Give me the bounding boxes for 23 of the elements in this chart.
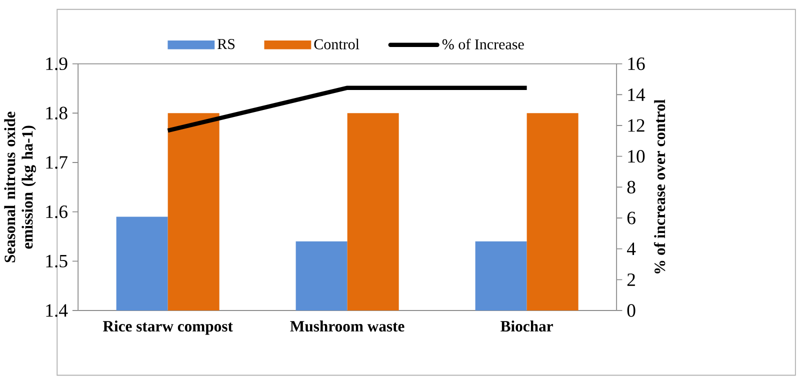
x-tick-label: Biochar <box>500 320 553 332</box>
x-tick-label: Mushroom waste <box>290 320 404 332</box>
y-tick-label: 1.6 <box>46 205 68 218</box>
y-tick-label: 1.9 <box>46 57 68 70</box>
y2-tick-label: 14 <box>628 88 646 101</box>
y-tick-label: 1.8 <box>46 106 68 120</box>
legend-label: RS <box>218 38 235 49</box>
y2-tick-label: 10 <box>628 150 645 162</box>
y-axis-title: Seasonal nitrous oxide emission (kg ha-1) <box>4 112 36 262</box>
y2-axis-title: % of increase over control <box>654 99 666 274</box>
y2-tick-label: 16 <box>628 57 645 70</box>
legend-label: % of Increase <box>442 38 524 50</box>
legend-label: Control <box>314 38 360 50</box>
x-tick-label: Rice starw compost <box>102 320 233 335</box>
y2-tick-label: 4 <box>626 242 636 255</box>
y2-tick-label: 8 <box>627 180 636 194</box>
y-tick-label: 1.7 <box>46 156 68 169</box>
y2-tick-label: 2 <box>627 273 635 286</box>
y-tick-label: 1.4 <box>46 304 68 317</box>
y-tick-label: 1.5 <box>46 254 68 268</box>
y2-tick-label: 0 <box>627 304 636 317</box>
y2-tick-label: 12 <box>628 119 644 132</box>
y2-tick-label: 6 <box>627 212 636 224</box>
